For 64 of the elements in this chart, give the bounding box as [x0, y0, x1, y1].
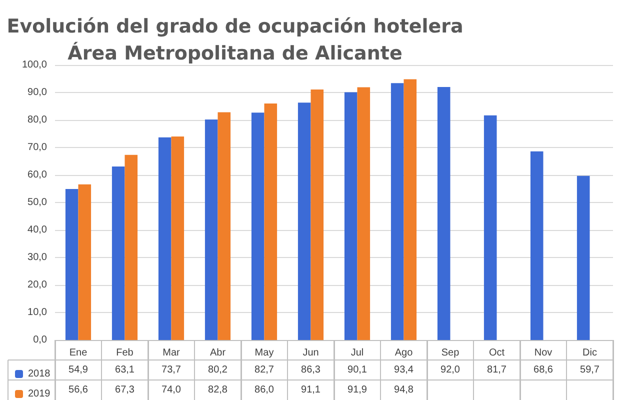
data-label: 86,0	[254, 384, 274, 396]
x-tick-label: Abr	[210, 348, 226, 358]
data-label: 94,8	[394, 384, 414, 396]
y-tick-label: 30,0	[28, 252, 48, 263]
bar	[264, 104, 278, 340]
data-label: 63,1	[115, 364, 135, 376]
data-label: 82,8	[208, 384, 228, 396]
bar	[530, 151, 544, 340]
bar	[204, 119, 218, 340]
y-tick-label: 60,0	[28, 170, 48, 180]
bar	[124, 154, 138, 340]
data-label: 67,3	[115, 384, 135, 396]
bar	[251, 112, 264, 340]
bar	[437, 87, 450, 340]
data-label: 91,9	[348, 384, 368, 396]
x-tick-label: Ene	[69, 348, 88, 358]
y-tick-label: 50,0	[28, 197, 48, 208]
data-label: 92,0	[440, 364, 460, 376]
data-label: 90,1	[348, 364, 368, 376]
x-tick-label: Mar	[162, 348, 181, 358]
bar	[310, 89, 324, 340]
bar	[576, 176, 590, 340]
x-tick-label: May	[254, 348, 274, 358]
x-tick-label: Jul	[350, 348, 364, 358]
bar	[78, 184, 92, 340]
x-tick-label: Oct	[488, 348, 505, 358]
y-tick-label: 90,0	[28, 87, 48, 98]
bar	[357, 87, 370, 340]
data-label: 82,7	[254, 364, 274, 376]
bar	[484, 115, 497, 340]
data-label: 74,0	[162, 384, 182, 396]
data-label: 73,7	[162, 364, 182, 376]
y-tick-label: 20,0	[28, 280, 48, 290]
y-tick-label: 70,0	[28, 142, 48, 153]
data-label: 59,7	[580, 364, 600, 376]
bar	[218, 112, 231, 340]
x-tick-label: Feb	[116, 348, 134, 358]
y-tick-label: 40,0	[28, 224, 48, 236]
data-label: 81,7	[487, 364, 507, 376]
x-tick-label: Dic	[582, 348, 597, 358]
data-label: 80,2	[208, 364, 228, 376]
data-label: 91,1	[301, 384, 321, 396]
x-tick-label: Sep	[441, 348, 460, 358]
data-label: 54,9	[68, 364, 88, 376]
data-label: 86,3	[301, 364, 321, 376]
bar	[65, 189, 78, 340]
y-tick-label: 10,0	[28, 307, 48, 318]
y-tick-label: 0,0	[33, 334, 48, 346]
bar	[404, 79, 417, 340]
bar	[390, 83, 404, 340]
data-label: 68,6	[534, 364, 554, 376]
bar	[344, 92, 358, 340]
legend-label: 2019	[28, 388, 51, 400]
x-tick-label: Jun	[302, 348, 319, 358]
bar	[158, 137, 172, 340]
bar	[298, 102, 311, 340]
x-tick-label: Ago	[394, 348, 414, 358]
y-tick-label: 80,0	[28, 114, 48, 126]
legend-label: 2018	[28, 368, 51, 380]
bar	[112, 166, 125, 340]
data-label: 93,4	[394, 364, 414, 376]
data-label: 56,6	[68, 384, 88, 396]
x-tick-label: Nov	[534, 348, 552, 358]
bar	[171, 136, 184, 340]
